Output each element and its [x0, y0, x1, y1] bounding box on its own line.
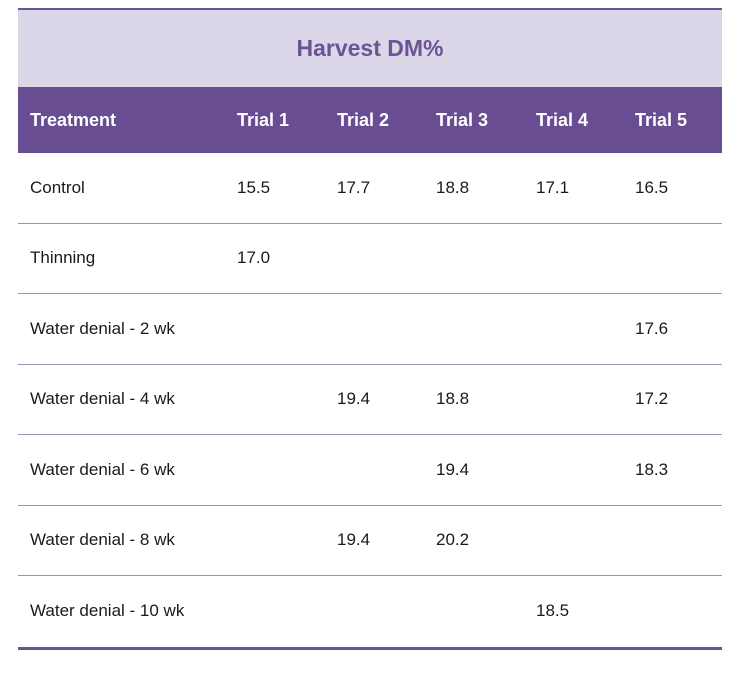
cell-trial-1: 17.0 [237, 248, 271, 268]
cell-treatment: Water denial - 10 wk [30, 601, 185, 621]
harvest-dm-table: Harvest DM% Treatment Trial 1 Trial 2 Tr… [18, 8, 722, 650]
header-trial-3: Trial 3 [436, 109, 489, 130]
table-row: Water denial - 8 wk 19.4 20.2 [18, 506, 722, 576]
cell-trial-1: 15.5 [237, 177, 271, 197]
cell-trial-4: 17.1 [536, 177, 570, 197]
table-row: Water denial - 2 wk 17.6 [18, 294, 722, 365]
cell-trial-5: 17.2 [635, 389, 669, 409]
title-band: Harvest DM% [18, 10, 722, 87]
cell-treatment: Water denial - 4 wk [30, 389, 175, 409]
cell-trial-3: 19.4 [436, 459, 470, 479]
header-trial-2: Trial 2 [337, 109, 390, 130]
table-row: Water denial - 4 wk 19.4 18.8 17.2 [18, 365, 722, 435]
header-row: Treatment Trial 1 Trial 2 Trial 3 Trial … [18, 87, 722, 153]
cell-trial-2: 19.4 [337, 389, 371, 409]
cell-trial-4: 18.5 [536, 601, 570, 621]
cell-treatment: Water denial - 2 wk [30, 318, 175, 338]
cell-trial-3: 18.8 [436, 177, 470, 197]
cell-trial-3: 20.2 [436, 530, 470, 550]
table-row: Water denial - 10 wk 18.5 [18, 576, 722, 647]
header-trial-5: Trial 5 [635, 109, 688, 130]
bottom-rule [18, 646, 722, 650]
cell-trial-2: 19.4 [337, 530, 371, 550]
table-title: Harvest DM% [296, 35, 444, 61]
cell-treatment: Water denial - 8 wk [30, 530, 175, 550]
table-row: Thinning 17.0 [18, 224, 722, 294]
cell-trial-5: 17.6 [635, 318, 669, 338]
cell-treatment: Water denial - 6 wk [30, 459, 175, 479]
cell-trial-2: 17.7 [337, 177, 371, 197]
header-trial-4: Trial 4 [536, 109, 589, 130]
cell-trial-5: 18.3 [635, 459, 669, 479]
cell-treatment: Control [30, 177, 85, 197]
header-trial-1: Trial 1 [237, 109, 290, 130]
header-treatment: Treatment [30, 109, 117, 130]
cell-treatment: Thinning [30, 248, 96, 268]
table-row: Water denial - 6 wk 19.4 18.3 [18, 435, 722, 506]
cell-trial-5: 16.5 [635, 177, 669, 197]
table-row: Control 15.5 17.7 18.8 17.1 16.5 [18, 153, 722, 224]
cell-trial-3: 18.8 [436, 389, 470, 409]
top-rule [18, 8, 722, 10]
